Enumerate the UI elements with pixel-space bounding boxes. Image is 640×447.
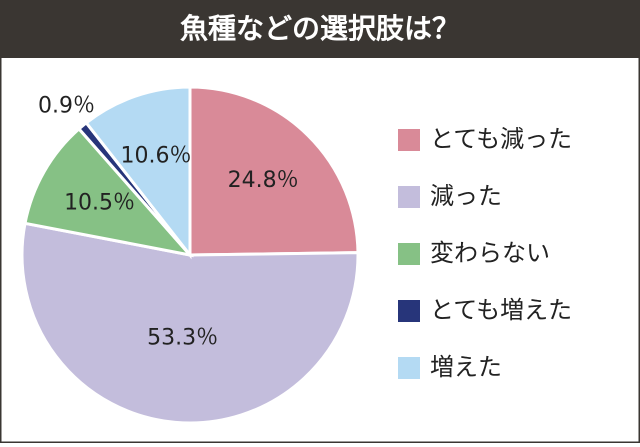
legend-swatch [398, 129, 420, 151]
title-bar [0, 0, 640, 58]
legend-label: とても減った [430, 125, 572, 153]
pie-slice [84, 85, 192, 260]
pie-slice [188, 85, 360, 257]
legend-swatch [398, 243, 420, 265]
legend-swatch [398, 300, 420, 322]
chart-title: 魚種などの選択肢は？ [180, 12, 460, 45]
legend-swatch [398, 186, 420, 208]
pie-slice [23, 126, 195, 258]
slice-label: 10.6％ [120, 144, 191, 169]
legend-label: 減った [430, 182, 502, 210]
legend-label: とても増えた [430, 296, 572, 324]
pie-slice [20, 221, 360, 425]
legend-label: 増えた [430, 353, 502, 381]
legend-label: 変わらない [430, 239, 550, 267]
slice-label: 10.5％ [64, 190, 135, 215]
slice-label: 24.8％ [228, 168, 299, 193]
slice-label: 0.9％ [38, 93, 95, 118]
legend-swatch [398, 357, 420, 379]
slice-label: 53.3％ [147, 326, 218, 351]
